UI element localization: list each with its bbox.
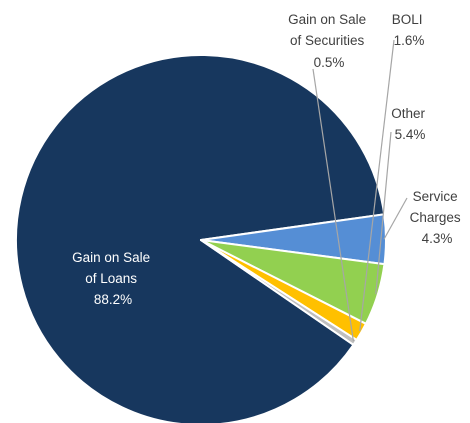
label-boli-value: 1.6% <box>394 33 425 48</box>
label-gain-on-sale-of-loans-line-1: Gain on Sale <box>72 250 150 265</box>
leader-line-gain-on-sale-of-securities <box>312 68 355 342</box>
label-gain-on-sale-of-securities: Gain on Sale of Securities 0.5% <box>288 12 370 70</box>
leader-line-boli <box>359 39 395 332</box>
label-service-charges-line-1: Service <box>413 189 458 204</box>
label-gain-on-sale-of-loans-value: 88.2% <box>94 292 132 307</box>
slice-gain-on-sale-of-loans <box>15 54 386 423</box>
label-service-charges-line-2: Charges <box>410 210 461 225</box>
label-boli: BOLI 1.6% <box>392 12 427 48</box>
slice-gain-on-sale-of-securities <box>200 239 358 346</box>
label-boli-line-1: BOLI <box>392 12 423 27</box>
label-other-value: 5.4% <box>395 127 426 142</box>
label-gain-on-sale-of-loans-line-2: of Loans <box>85 271 137 286</box>
leader-lines <box>312 39 408 342</box>
leader-line-service-charges <box>383 197 408 240</box>
leader-line-other <box>375 131 392 295</box>
label-gain-on-sale-of-securities-line-1: Gain on Sale <box>288 12 366 27</box>
label-service-charges-value: 4.3% <box>422 231 453 246</box>
label-gain-on-sale-of-securities-line-2: of Securities <box>290 33 365 48</box>
pie-slices <box>15 54 387 423</box>
label-gain-on-sale-of-loans: Gain on Sale of Loans 88.2% <box>72 250 154 307</box>
label-service-charges: Service Charges 4.3% <box>410 189 465 246</box>
label-other-line-1: Other <box>391 106 425 121</box>
label-gain-on-sale-of-securities-value: 0.5% <box>314 55 345 70</box>
label-other: Other 5.4% <box>391 106 429 142</box>
